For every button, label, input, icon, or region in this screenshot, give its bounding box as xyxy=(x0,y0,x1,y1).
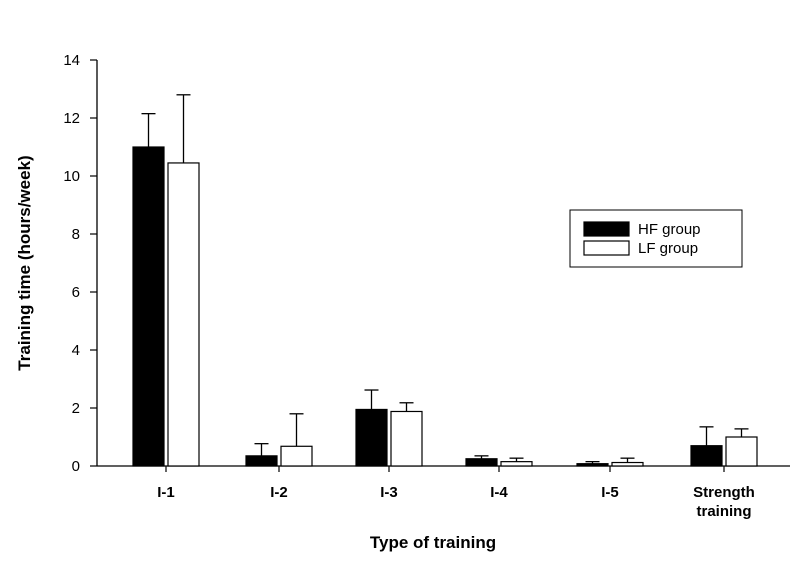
x-tick-label: I-3 xyxy=(380,484,398,501)
x-tick-label-line: I-1 xyxy=(157,484,175,501)
y-tick-label: 14 xyxy=(63,52,80,69)
bar-hf xyxy=(576,463,609,467)
bar-lf xyxy=(500,461,533,467)
x-tick-label-line: I-3 xyxy=(380,484,398,501)
x-tick-label: I-5 xyxy=(601,484,619,501)
y-tick-label: 0 xyxy=(72,458,80,475)
y-tick-label: 4 xyxy=(72,342,80,359)
bar-hf xyxy=(465,458,498,467)
bar-lf xyxy=(611,461,644,467)
bar-lf xyxy=(725,436,758,467)
x-category-labels: I-1 I-2 I-3 I-4 I-5 Strength training xyxy=(157,466,755,520)
bar-hf xyxy=(690,445,723,467)
x-tick-label: I-1 xyxy=(157,484,175,501)
bar-lf xyxy=(280,445,313,467)
axes xyxy=(96,60,790,467)
legend-swatch-lf xyxy=(583,240,630,256)
legend-swatch-hf xyxy=(583,221,630,237)
y-axis-title: Training time (hours/week) xyxy=(15,155,34,370)
x-tick-label-line: I-2 xyxy=(270,484,288,501)
x-axis-title: Type of training xyxy=(370,533,496,552)
y-tick-label: 6 xyxy=(72,284,80,301)
y-tick-label: 8 xyxy=(72,226,80,243)
legend-label-lf: LF group xyxy=(638,240,698,257)
bar-lf xyxy=(167,162,200,467)
bar-hf xyxy=(245,455,278,467)
y-tick-label: 2 xyxy=(72,400,80,417)
bar-hf xyxy=(355,408,388,467)
x-tick-label-line: Strength xyxy=(693,484,755,501)
y-tick-label: 10 xyxy=(63,168,80,185)
y-ticks: 0 2 4 6 8 10 12 14 xyxy=(63,52,97,475)
x-tick-label-line: training xyxy=(697,503,752,520)
error-bars xyxy=(141,94,749,464)
x-tick-label-line: I-4 xyxy=(490,484,508,501)
bars xyxy=(132,146,758,467)
bar-hf xyxy=(132,146,165,467)
y-tick-label: 12 xyxy=(63,110,80,127)
x-tick-label: I-4 xyxy=(490,484,508,501)
x-tick-label: Strength training xyxy=(693,484,755,520)
legend-box xyxy=(569,209,743,268)
bar-lf xyxy=(390,410,423,467)
legend: HF group LF group xyxy=(569,209,743,268)
x-tick-label: I-2 xyxy=(270,484,288,501)
x-tick-label-line: I-5 xyxy=(601,484,619,501)
legend-label-hf: HF group xyxy=(638,221,701,238)
